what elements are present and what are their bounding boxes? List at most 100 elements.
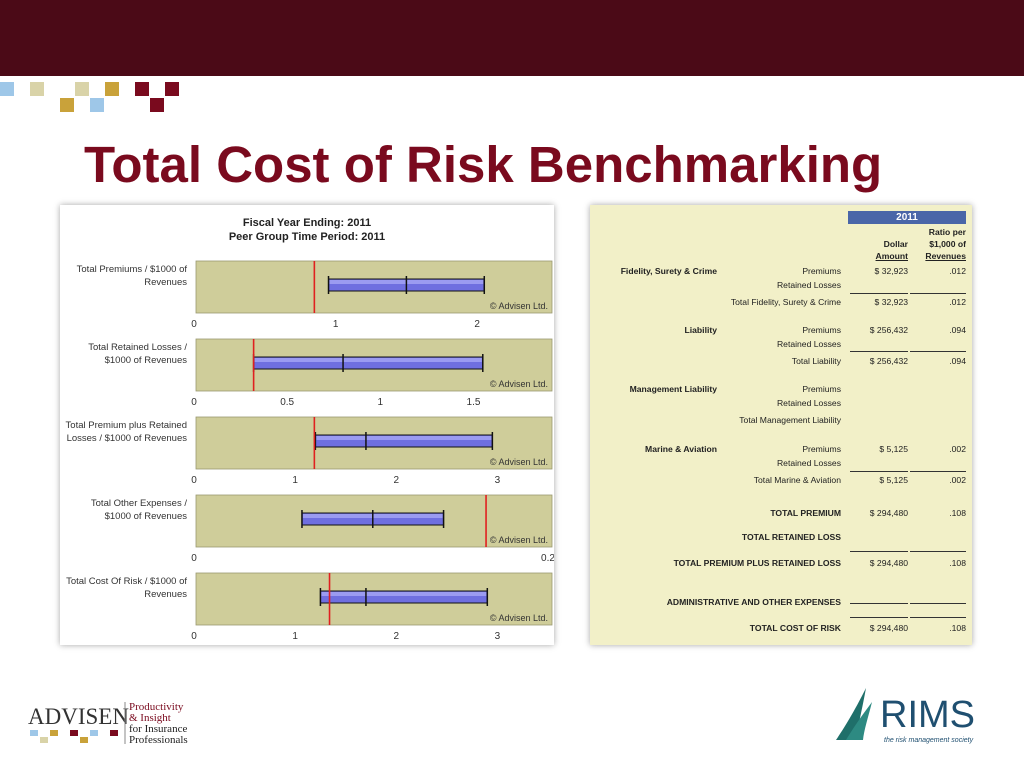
table-ratio: .002 (949, 475, 966, 485)
table-amount: $ 256,432 (869, 356, 908, 366)
table-row-label: Retained Losses (776, 339, 841, 349)
table-row-label: Total Management Liability (739, 415, 841, 425)
table-row-label: Premiums (802, 266, 841, 276)
row-label: Total Premium plus Retained (66, 420, 187, 431)
col-ratio-header-2: $1,000 of (929, 239, 966, 249)
tick-label: 0 (191, 553, 197, 564)
table-row-label: Retained Losses (776, 280, 841, 290)
chart-header-line1: Fiscal Year Ending: 2011 (242, 217, 372, 229)
watermark: © Advisen Ltd. (490, 379, 548, 389)
table-ratio: .094 (949, 356, 966, 366)
table-year-header: 2011 (848, 211, 966, 224)
row-label: $1000 of Revenues (105, 511, 188, 522)
advisen-tagline-3: for Insurance (129, 723, 187, 735)
decorative-squares (0, 80, 200, 120)
tick-label: 0.2 (541, 553, 554, 564)
table-group-label: Marine & Aviation (645, 444, 717, 454)
watermark: © Advisen Ltd. (490, 535, 548, 545)
watermark: © Advisen Ltd. (490, 301, 548, 311)
watermark: © Advisen Ltd. (490, 457, 548, 467)
slide-title: Total Cost of Risk Benchmarking (84, 136, 883, 193)
table-amount: $ 294,480 (869, 623, 908, 633)
table-underline (910, 293, 966, 294)
table-amount: $ 256,432 (869, 325, 908, 335)
rims-swoosh-icon (836, 688, 866, 740)
rims-tagline: the risk management society (884, 737, 974, 744)
advisen-square (90, 730, 98, 736)
chart-header-line2: Peer Group Time Period: 2011 (228, 231, 386, 243)
decor-square (90, 98, 104, 112)
table-group-label: Management Liability (629, 384, 717, 394)
table-row-label: Total Fidelity, Surety & Crime (730, 297, 841, 307)
table-ratio: .002 (949, 444, 966, 454)
benchmark-chart-panel: Fiscal Year Ending: 2011 Peer Group Time… (60, 205, 554, 645)
row-label: Total Retained Losses / (88, 342, 187, 353)
col-dollar-header-2: Amount (875, 251, 908, 261)
row-label: Revenues (144, 277, 187, 288)
table-row-label: Premiums (802, 325, 841, 335)
rims-logo: RIMS the risk management society (832, 682, 1002, 748)
table-amount: $ 5,125 (879, 444, 908, 454)
table-amount: $ 32,923 (874, 266, 908, 276)
top-banner (0, 0, 1024, 76)
table-ratio: .012 (949, 297, 966, 307)
table-ratio: .012 (949, 266, 966, 276)
decor-square (150, 98, 164, 112)
range-box-highlight (316, 436, 492, 440)
tick-label: 0.5 (280, 397, 294, 408)
table-underline (850, 617, 908, 618)
tick-label: 1 (333, 319, 339, 330)
col-ratio-header-1: Ratio per (928, 227, 966, 237)
decor-square (75, 82, 89, 96)
row-label: Total Premiums / $1000 of (77, 264, 188, 275)
table-underline (910, 351, 966, 352)
table-row-label: Retained Losses (776, 398, 841, 408)
table-underline (850, 603, 908, 604)
table-amount: $ 294,480 (869, 558, 908, 568)
tick-label: 1 (292, 475, 298, 486)
rims-swoosh-icon (846, 702, 872, 740)
tick-label: 1 (378, 397, 384, 408)
table-amount: $ 32,923 (874, 297, 908, 307)
tick-label: 0 (191, 631, 197, 642)
table-group-label: Liability (684, 325, 717, 335)
advisen-square (50, 730, 58, 736)
advisen-square (70, 730, 78, 736)
table-amount: $ 294,480 (869, 508, 908, 518)
tick-label: 2 (474, 319, 480, 330)
tick-label: 0 (191, 397, 197, 408)
row-label: Total Cost Of Risk / $1000 of (66, 576, 187, 587)
table-ratio: .108 (949, 623, 966, 633)
range-box-highlight (321, 592, 487, 596)
table-ratio: .108 (949, 508, 966, 518)
tick-label: 2 (394, 631, 400, 642)
table-underline (910, 603, 966, 604)
advisen-tagline-4: Professionals (129, 734, 188, 746)
advisen-tagline-2: & Insight (129, 712, 171, 724)
table-row-label: TOTAL PREMIUM (770, 508, 841, 518)
table-group-label: Fidelity, Surety & Crime (620, 266, 717, 276)
row-label: Total Other Expenses / (91, 498, 187, 509)
table-row-label: ADMINISTRATIVE AND OTHER EXPENSES (666, 597, 841, 607)
table-amount: $ 5,125 (879, 475, 908, 485)
advisen-square (40, 737, 48, 743)
decor-square (0, 82, 14, 96)
table-row-label: Premiums (802, 444, 841, 454)
advisen-square (110, 730, 118, 736)
advisen-wordmark: ADVISEN (28, 704, 129, 729)
table-underline (850, 551, 908, 552)
benchmark-table: 2011 Dollar Amount Ratio per $1,000 of R… (590, 205, 972, 645)
table-row-label: TOTAL COST OF RISK (749, 623, 841, 633)
table-row-label: Premiums (802, 384, 841, 394)
table-underline (910, 471, 966, 472)
tick-label: 1 (292, 631, 298, 642)
boxplot-charts: Total Premiums / $1000 of Revenues © Advis… (66, 260, 554, 642)
tick-label: 0 (191, 475, 197, 486)
table-row-label: TOTAL PREMIUM PLUS RETAINED LOSS (673, 558, 841, 568)
row-label: Revenues (144, 589, 187, 600)
range-box-highlight (254, 358, 482, 362)
advisen-logo: ADVISEN Productivity & Insight for Insur… (28, 698, 228, 748)
table-underline (910, 551, 966, 552)
table-ratio: .094 (949, 325, 966, 335)
decor-square (105, 82, 119, 96)
